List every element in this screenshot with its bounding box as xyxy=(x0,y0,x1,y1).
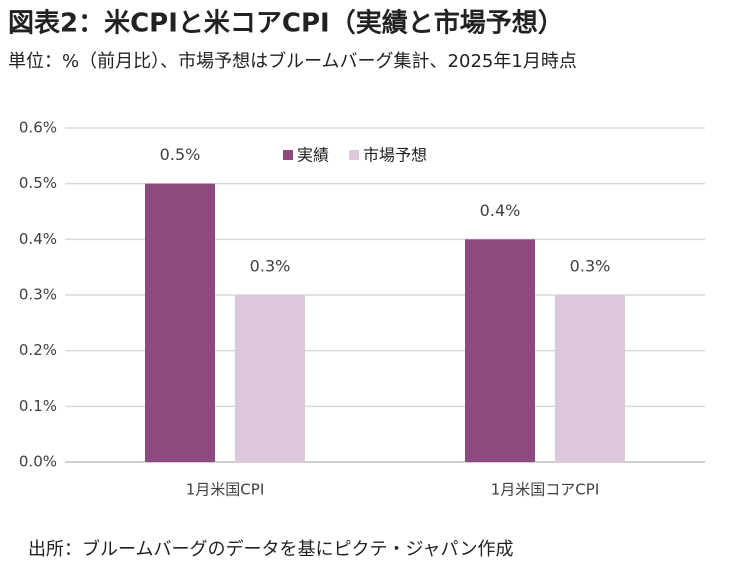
data-label: 0.4% xyxy=(480,201,521,220)
legend-swatch xyxy=(349,150,360,160)
y-tick-label: 0.0% xyxy=(19,453,57,471)
x-tick-label: 1月米国コアCPI xyxy=(491,481,600,499)
y-tick-label: 0.3% xyxy=(19,286,57,304)
data-label: 0.3% xyxy=(250,257,291,276)
bar xyxy=(235,295,305,462)
legend-label: 実績 xyxy=(297,146,329,165)
bar xyxy=(465,239,535,462)
chart-title: 図表2：米CPIと米コアCPI（実績と市場予想） xyxy=(8,8,564,39)
data-label: 0.3% xyxy=(570,257,611,276)
legend-label: 市場予想 xyxy=(363,146,427,165)
y-tick-label: 0.5% xyxy=(19,174,57,192)
y-tick-label: 0.1% xyxy=(19,397,57,415)
x-tick-label: 1月米国CPI xyxy=(186,481,265,499)
y-tick-label: 0.6% xyxy=(19,119,57,137)
data-label: 0.5% xyxy=(160,145,201,164)
bar xyxy=(555,295,625,462)
chart-subtitle: 単位：%（前月比）、市場予想はブルームバーグ集計、2025年1月時点 xyxy=(8,50,577,72)
y-tick-label: 0.2% xyxy=(19,341,57,359)
legend-swatch xyxy=(283,150,293,160)
source-note: 出所：ブルームバーグのデータを基にピクテ・ジャパン作成 xyxy=(28,538,513,560)
y-tick-label: 0.4% xyxy=(19,230,57,248)
bar xyxy=(145,183,215,462)
